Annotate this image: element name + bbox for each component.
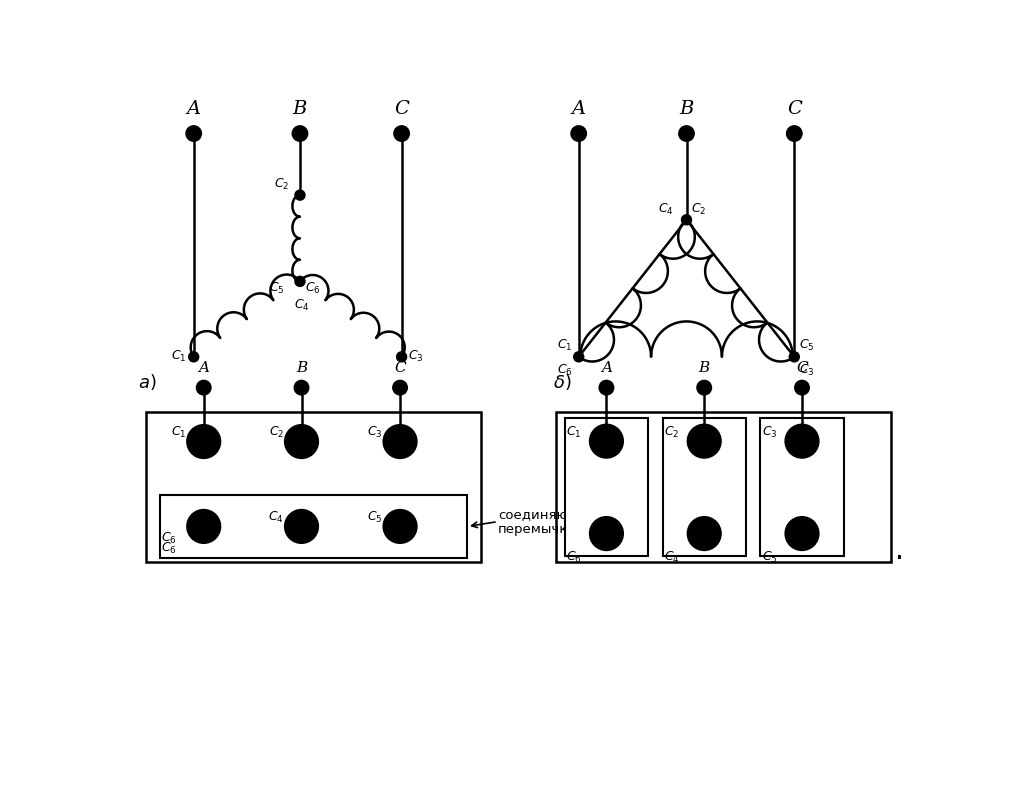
Text: $C_6$: $C_6$ [566, 550, 582, 565]
Circle shape [384, 510, 417, 543]
Text: $C_5$: $C_5$ [799, 338, 814, 353]
Text: B: B [698, 360, 710, 375]
Text: C: C [786, 100, 802, 118]
Circle shape [285, 510, 318, 543]
Circle shape [785, 517, 818, 550]
Text: $C_6$: $C_6$ [161, 531, 176, 546]
Circle shape [790, 352, 800, 362]
Text: $C_4$: $C_4$ [665, 550, 680, 565]
Text: B: B [679, 100, 693, 118]
Text: A: A [571, 100, 586, 118]
Text: $C_4$: $C_4$ [294, 299, 309, 314]
Circle shape [697, 381, 711, 394]
Circle shape [590, 517, 623, 550]
Text: $\delta)$: $\delta)$ [553, 372, 571, 392]
Circle shape [599, 381, 613, 394]
Bar [146, 413, 481, 562]
Text: B: B [296, 360, 307, 375]
Circle shape [293, 126, 307, 141]
Text: $C_5$: $C_5$ [762, 550, 777, 565]
Circle shape [384, 425, 417, 458]
Text: $C_6$: $C_6$ [161, 541, 176, 556]
Text: C: C [394, 100, 409, 118]
Circle shape [186, 126, 201, 141]
Text: $C_1$: $C_1$ [171, 425, 186, 440]
Circle shape [393, 381, 407, 394]
Text: $C_4$: $C_4$ [657, 202, 674, 217]
Text: C: C [394, 360, 406, 375]
Text: A: A [601, 360, 612, 375]
Circle shape [295, 381, 308, 394]
Circle shape [679, 126, 694, 141]
Circle shape [285, 425, 318, 458]
Text: $C_2$: $C_2$ [269, 425, 285, 440]
Circle shape [187, 510, 220, 543]
Text: $C_3$: $C_3$ [799, 363, 814, 378]
Circle shape [197, 381, 211, 394]
Text: B: B [293, 100, 307, 118]
Text: C: C [797, 360, 808, 375]
Text: A: A [186, 100, 201, 118]
Text: $C_1$: $C_1$ [557, 338, 572, 353]
Circle shape [571, 126, 586, 141]
Bar [556, 413, 891, 562]
Bar [565, 418, 648, 556]
Text: $C_6$: $C_6$ [557, 363, 572, 378]
Circle shape [787, 126, 802, 141]
Text: $C_3$: $C_3$ [408, 349, 423, 364]
Circle shape [688, 425, 721, 458]
Text: $C_5$: $C_5$ [368, 510, 383, 525]
Bar [761, 418, 844, 556]
Circle shape [682, 215, 691, 225]
Circle shape [188, 352, 199, 362]
Text: $a)$: $a)$ [138, 372, 157, 392]
Text: $C_2$: $C_2$ [691, 202, 707, 217]
Circle shape [396, 352, 407, 362]
Bar [160, 495, 467, 558]
Bar [663, 418, 745, 556]
Text: $C_4$: $C_4$ [268, 510, 285, 525]
Circle shape [295, 190, 305, 200]
Text: соединяющие
перемычки: соединяющие перемычки [498, 508, 597, 535]
Text: $C_2$: $C_2$ [665, 425, 680, 440]
Circle shape [394, 126, 409, 141]
Text: .: . [895, 537, 904, 565]
Circle shape [795, 381, 809, 394]
Text: $C_1$: $C_1$ [171, 349, 186, 364]
Text: $C_6$: $C_6$ [304, 281, 321, 296]
Circle shape [187, 425, 220, 458]
Circle shape [688, 517, 721, 550]
Circle shape [785, 425, 818, 458]
Text: $C_3$: $C_3$ [762, 425, 777, 440]
Text: $C_5$: $C_5$ [269, 281, 285, 296]
Circle shape [573, 352, 584, 362]
Text: $C_3$: $C_3$ [368, 425, 383, 440]
Text: $C_2$: $C_2$ [273, 177, 289, 192]
Text: $C_1$: $C_1$ [566, 425, 582, 440]
Circle shape [295, 276, 305, 287]
Text: A: A [199, 360, 209, 375]
Circle shape [590, 425, 623, 458]
